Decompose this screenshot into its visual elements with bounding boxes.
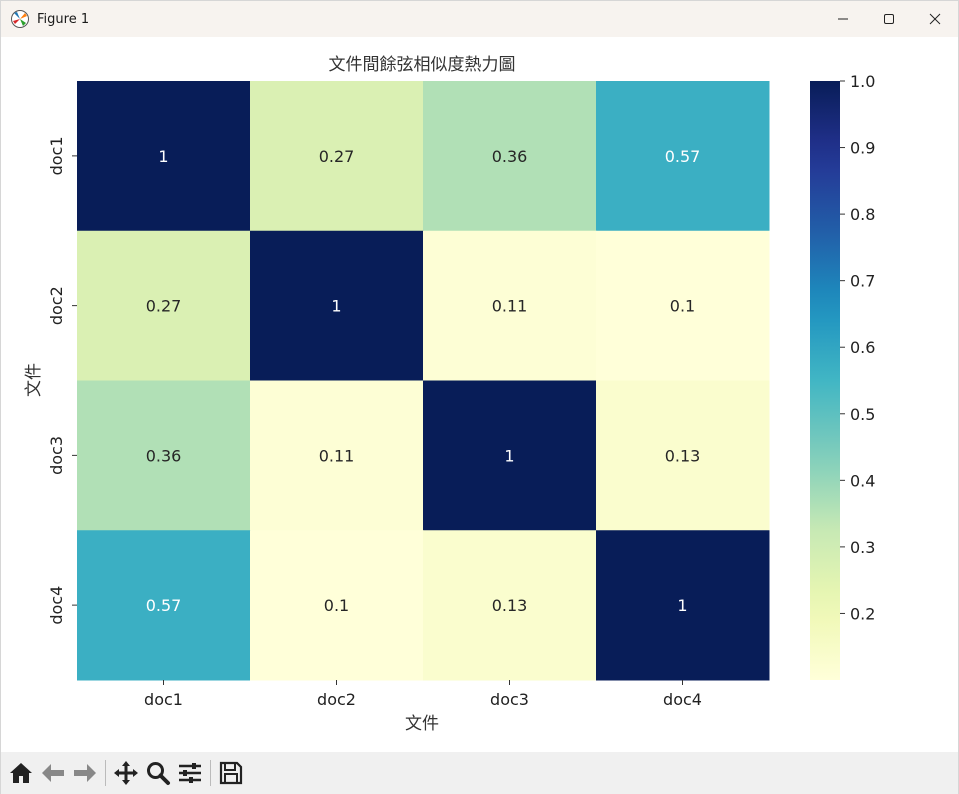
cell-annotation: 0.27 <box>319 147 355 166</box>
cell-annotation: 0.27 <box>146 297 182 316</box>
title-bar[interactable]: Figure 1 <box>1 1 958 37</box>
colorbar <box>810 81 840 680</box>
cell-annotation: 0.57 <box>146 596 182 615</box>
zoom-button[interactable] <box>142 757 174 789</box>
forward-button[interactable] <box>69 757 101 789</box>
minimize-button[interactable] <box>820 1 866 37</box>
home-icon <box>10 763 32 783</box>
colorbar-tick-label: 0.9 <box>850 139 875 158</box>
y-tick-label: doc4 <box>47 586 66 625</box>
back-arrow-icon <box>42 764 64 782</box>
heatmap-cell <box>423 530 597 681</box>
heatmap-cell <box>596 230 770 381</box>
pan-icon <box>114 761 138 785</box>
cell-annotation: 0.13 <box>665 446 701 465</box>
pan-button[interactable] <box>110 757 142 789</box>
cell-annotation: 0.11 <box>319 446 355 465</box>
toolbar-separator <box>105 760 106 786</box>
cell-annotation: 0.1 <box>324 596 349 615</box>
heatmap-cell <box>77 81 251 232</box>
x-axis-label: 文件 <box>405 714 439 734</box>
home-button[interactable] <box>5 757 37 789</box>
heatmap-cell <box>77 380 251 531</box>
back-button[interactable] <box>37 757 69 789</box>
colorbar-tick-label: 0.8 <box>850 205 875 224</box>
colorbar-tick-label: 0.4 <box>850 471 875 490</box>
heatmap-cell <box>596 380 770 531</box>
x-tick-label: doc4 <box>663 690 702 709</box>
navigation-toolbar <box>1 752 958 794</box>
cell-annotation: 0.36 <box>492 147 528 166</box>
heatmap-cell <box>596 530 770 681</box>
y-tick-label: doc2 <box>47 286 66 325</box>
cell-annotation: 1 <box>504 446 514 465</box>
y-tick-label: doc3 <box>47 436 66 475</box>
heatmap-cell <box>250 230 424 381</box>
heatmap-cell <box>596 81 770 232</box>
cell-annotation: 0.36 <box>146 446 182 465</box>
toolbar-separator <box>210 760 211 786</box>
heatmap-cell <box>423 230 597 381</box>
heatmap-cell <box>77 530 251 681</box>
window-title: Figure 1 <box>37 11 90 27</box>
y-tick-label: doc1 <box>47 136 66 175</box>
matplotlib-app-icon <box>9 8 31 30</box>
cell-annotation: 0.57 <box>665 147 701 166</box>
x-tick-label: doc1 <box>144 690 183 709</box>
close-button[interactable] <box>912 1 958 37</box>
cell-annotation: 1 <box>158 147 168 166</box>
colorbar-tick-label: 0.7 <box>850 272 875 291</box>
colorbar-tick-label: 0.5 <box>850 405 875 424</box>
cell-annotation: 0.1 <box>670 297 695 316</box>
configure-subplots-button[interactable] <box>174 757 206 789</box>
y-axis-label: 文件 <box>24 363 44 397</box>
heatmap-cell <box>423 380 597 531</box>
maximize-icon <box>884 14 894 24</box>
heatmap-chart: 文件間餘弦相似度熱力圖 1 0.27 0.36 0.570.27 1 0.11 0.10.3… <box>24 55 875 734</box>
chart-title: 文件間餘弦相似度熱力圖 <box>329 55 516 75</box>
colorbar-tick-label: 1.0 <box>850 72 875 91</box>
cell-annotation: 1 <box>331 297 341 316</box>
x-tick-label: doc3 <box>490 690 529 709</box>
heatmap-cell <box>250 530 424 681</box>
zoom-icon <box>147 762 170 785</box>
colorbar-tick-label: 0.3 <box>850 538 875 557</box>
save-icon <box>219 761 243 785</box>
heatmap-cell <box>77 230 251 381</box>
configure-subplots-icon <box>179 763 201 783</box>
cell-annotation: 0.13 <box>492 596 528 615</box>
maximize-button[interactable] <box>866 1 912 37</box>
close-icon <box>929 13 941 25</box>
figure-canvas[interactable]: 文件間餘弦相似度熱力圖 1 0.27 0.36 0.57 0.27 1 0.11 0.1 0.3… <box>1 37 958 752</box>
minimize-icon <box>838 18 848 20</box>
cell-annotation: 0.11 <box>492 297 528 316</box>
x-tick-label: doc2 <box>317 690 356 709</box>
forward-arrow-icon <box>74 764 96 782</box>
heatmap-cell <box>423 81 597 232</box>
heatmap-cell <box>250 380 424 531</box>
colorbar-tick-label: 0.2 <box>850 604 875 623</box>
heatmap-cell <box>250 81 424 232</box>
colorbar-tick-label: 0.6 <box>850 338 875 357</box>
save-button[interactable] <box>215 757 247 789</box>
cell-annotation: 1 <box>677 596 687 615</box>
